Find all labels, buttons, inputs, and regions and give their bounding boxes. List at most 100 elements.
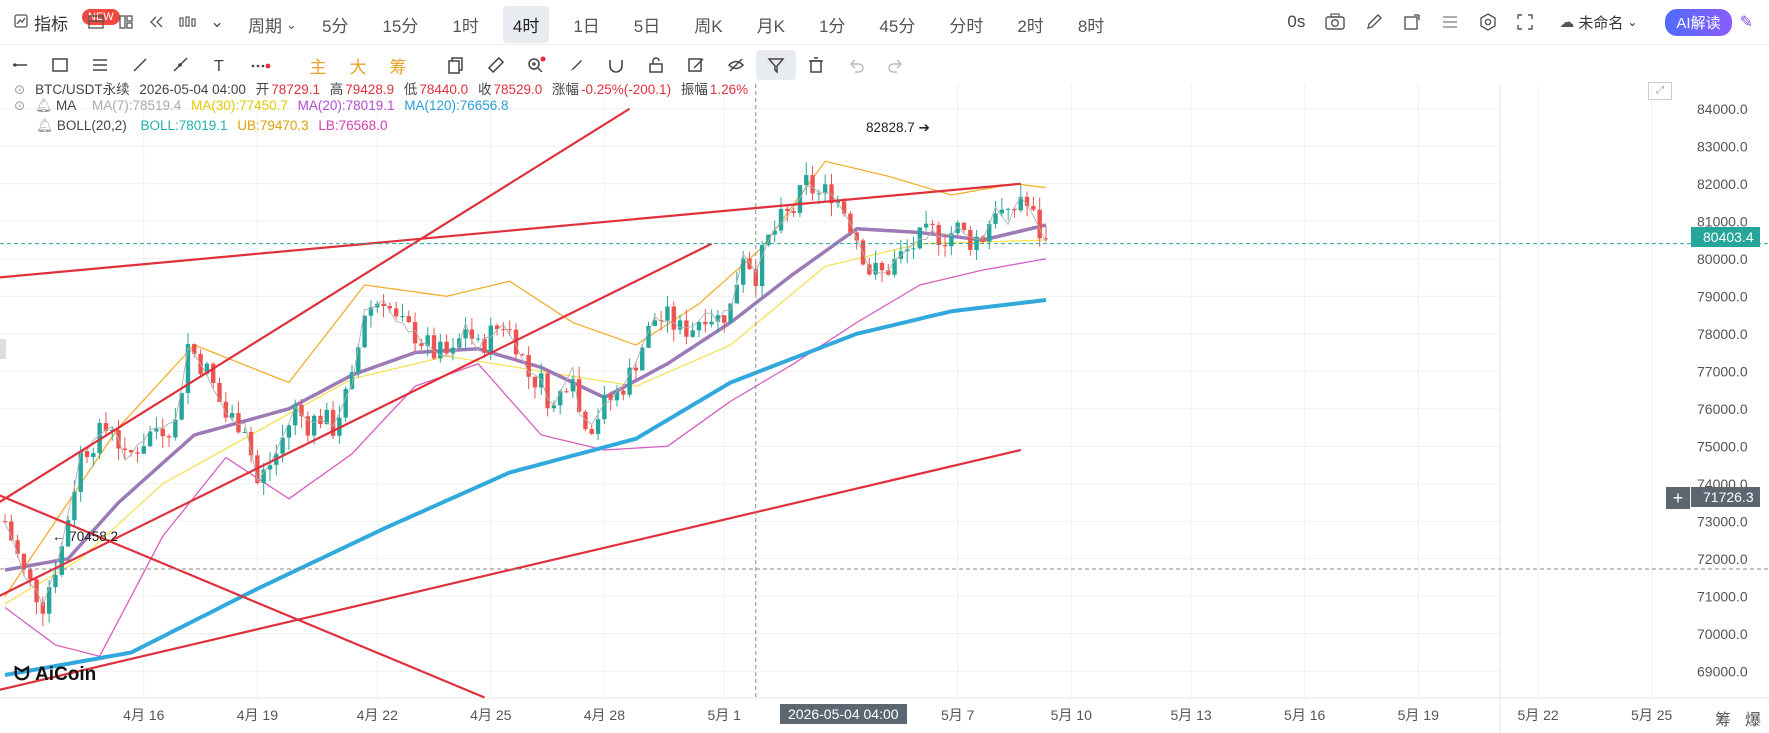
magnet-icon[interactable] bbox=[596, 50, 636, 80]
period-tab-5[interactable]: 5日 bbox=[633, 17, 661, 36]
legend-close-label: 收 bbox=[477, 82, 492, 97]
legend-high-label: 高 bbox=[329, 82, 344, 97]
period-tab-3[interactable]: 4时 bbox=[502, 6, 550, 43]
filter-icon[interactable] bbox=[756, 50, 796, 80]
camera-icon[interactable] bbox=[1325, 13, 1346, 31]
candle-body bbox=[854, 232, 859, 241]
candle-body bbox=[229, 413, 235, 418]
period-tab-0[interactable]: 5分 bbox=[322, 17, 349, 36]
candle-body bbox=[46, 587, 52, 614]
candle-body bbox=[804, 175, 809, 186]
more-icon[interactable] bbox=[240, 50, 280, 80]
pencil-icon[interactable] bbox=[1365, 13, 1383, 31]
period-tab-9[interactable]: 45分 bbox=[879, 17, 916, 36]
legend-open-label: 开 bbox=[255, 82, 270, 97]
toggle-9[interactable]: 筹 bbox=[389, 57, 407, 77]
sidebar-handle[interactable] bbox=[0, 339, 6, 359]
candle-body bbox=[558, 391, 563, 406]
ai-interpret-button[interactable]: AI解读 bbox=[1665, 8, 1732, 36]
ray-icon[interactable] bbox=[160, 50, 200, 80]
x-tick-label: 4月 16 bbox=[123, 707, 164, 723]
indicator-button[interactable]: 指标 NEW bbox=[14, 9, 120, 35]
edit-icon[interactable] bbox=[676, 50, 716, 80]
template-icon[interactable] bbox=[88, 12, 104, 32]
candle-body bbox=[892, 258, 897, 275]
layout-icon[interactable] bbox=[118, 12, 134, 32]
period-tab-1[interactable]: 15分 bbox=[382, 17, 419, 36]
bell-icon[interactable]: 🔔︎ bbox=[36, 118, 54, 133]
candle-body bbox=[911, 248, 916, 250]
collapse-icon[interactable]: ⊙ bbox=[14, 82, 26, 97]
candle-body bbox=[494, 325, 500, 330]
period-tab-7[interactable]: 月K bbox=[756, 17, 785, 36]
lock-icon[interactable] bbox=[636, 50, 676, 80]
line-icon[interactable] bbox=[0, 50, 40, 80]
rect-icon[interactable] bbox=[40, 50, 80, 80]
y-tick-label: 83000.0 bbox=[1697, 138, 1748, 154]
period-tab-2[interactable]: 1时 bbox=[452, 17, 479, 36]
chevron-down-icon[interactable]: ⌄ bbox=[210, 12, 225, 31]
parallel-icon[interactable] bbox=[80, 50, 120, 80]
period-tab-4[interactable]: 1日 bbox=[573, 17, 600, 36]
candle-body bbox=[343, 388, 348, 418]
x-tick-label: 4月 22 bbox=[357, 707, 398, 723]
zoom-icon[interactable] bbox=[516, 50, 556, 80]
candle-body bbox=[469, 329, 475, 339]
edit-icon[interactable]: ✎ bbox=[1739, 14, 1753, 31]
trash-icon[interactable] bbox=[796, 50, 836, 80]
candle-body bbox=[930, 223, 935, 225]
boll-upper-line bbox=[4, 160, 1047, 597]
fullscreen-icon[interactable] bbox=[1517, 14, 1534, 30]
segment-icon[interactable] bbox=[120, 50, 160, 80]
candle-body bbox=[1031, 205, 1036, 210]
expand-icon[interactable]: ⤢ bbox=[1648, 82, 1672, 100]
candle-type-icon[interactable] bbox=[178, 12, 196, 32]
legend-low-label: 低 bbox=[403, 82, 418, 97]
y-tick-label: 73000.0 bbox=[1697, 513, 1748, 529]
chart-area[interactable]: 84000.0 83000.0 82000.0 81000.0 80000.0 79000… bbox=[0, 82, 1769, 733]
toggle-7[interactable]: 主 bbox=[309, 57, 327, 77]
redo-icon[interactable] bbox=[876, 50, 916, 80]
liquidation-button[interactable]: 爆 bbox=[1744, 712, 1761, 729]
period-tab-10[interactable]: 分时 bbox=[949, 17, 984, 36]
list-icon[interactable] bbox=[1441, 14, 1459, 30]
candle-body bbox=[917, 227, 923, 249]
candle-body bbox=[166, 436, 172, 438]
collapse-icon[interactable]: ⊙ bbox=[14, 98, 26, 113]
period-tab-12[interactable]: 8时 bbox=[1077, 17, 1105, 36]
period-tab-11[interactable]: 2时 bbox=[1017, 17, 1044, 36]
countdown: 0s bbox=[1287, 12, 1306, 31]
layout-selector[interactable]: ☁ 未命名 ⌄ bbox=[1559, 12, 1637, 33]
legend-low: 78440.0 bbox=[419, 82, 469, 97]
brush-icon[interactable] bbox=[556, 50, 596, 80]
ruler-icon[interactable] bbox=[476, 50, 516, 80]
legend-change-label: 涨幅 bbox=[552, 82, 580, 97]
candle-body bbox=[646, 325, 651, 348]
replay-icon[interactable] bbox=[148, 12, 164, 32]
copy-icon[interactable] bbox=[436, 50, 476, 80]
period-menu[interactable]: 周期 ⌄ bbox=[248, 12, 297, 37]
legend-open: 78729.1 bbox=[271, 82, 321, 97]
undo-icon[interactable] bbox=[836, 50, 876, 80]
candle-body bbox=[785, 208, 790, 212]
chip-distribution-button[interactable]: 筹 bbox=[1714, 712, 1731, 729]
candle-body bbox=[633, 367, 639, 371]
eye-icon[interactable] bbox=[716, 50, 756, 80]
text-icon[interactable]: T bbox=[200, 50, 240, 80]
x-tick-label: 4月 19 bbox=[237, 707, 278, 723]
candle-body bbox=[368, 307, 374, 316]
boll-ub-value: UB:79470.3 bbox=[237, 118, 309, 133]
candle-body bbox=[135, 452, 140, 454]
period-tab-6[interactable]: 周K bbox=[694, 17, 723, 36]
bell-icon[interactable]: 🔔︎ bbox=[35, 98, 53, 113]
candle-body bbox=[91, 453, 96, 458]
candle-body bbox=[311, 415, 317, 436]
candle-body bbox=[980, 236, 986, 242]
settings-icon[interactable] bbox=[1479, 13, 1497, 31]
share-icon[interactable] bbox=[1403, 13, 1421, 31]
chart-canvas[interactable]: 84000.0 83000.0 82000.0 81000.0 80000.0 79000… bbox=[0, 84, 1769, 733]
toggle-8[interactable]: 大 bbox=[349, 57, 367, 77]
period-tab-8[interactable]: 1分 bbox=[818, 17, 846, 36]
crosshair-time-tag: 2026-05-04 04:00 bbox=[780, 704, 907, 724]
add-alert-icon[interactable]: + bbox=[1666, 487, 1690, 509]
